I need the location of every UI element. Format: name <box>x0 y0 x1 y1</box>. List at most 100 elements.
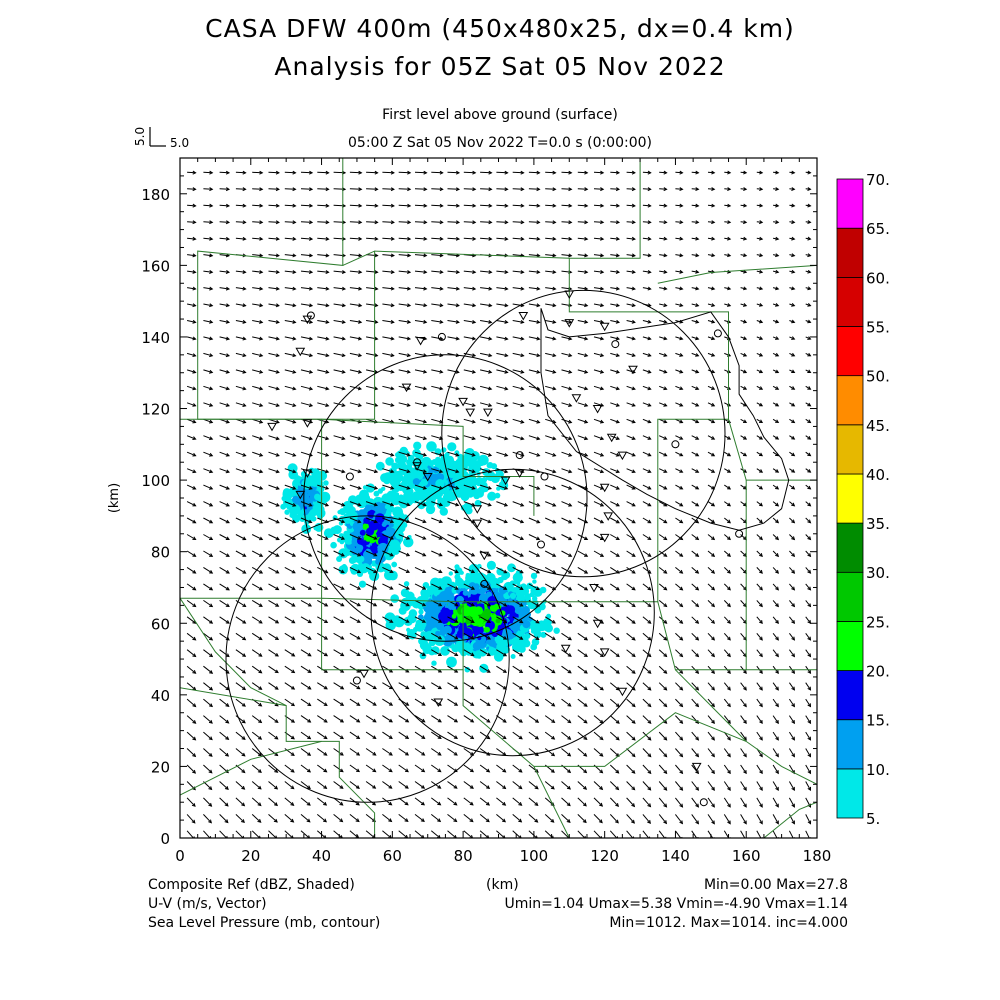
echo-cell <box>468 606 479 618</box>
echo-cell <box>526 582 533 589</box>
wind-shaft <box>463 188 476 190</box>
echo-cell <box>447 442 457 452</box>
wind-shaft <box>463 171 476 174</box>
echo-cell <box>365 535 372 542</box>
echo-cell <box>531 638 540 646</box>
echo-cell <box>487 491 497 501</box>
echo-cell <box>509 639 514 644</box>
echo-cell <box>381 486 386 491</box>
echo-cell <box>398 606 407 615</box>
echo-cell <box>412 478 420 486</box>
echo-cell <box>468 563 480 575</box>
echo-cell <box>362 485 368 490</box>
echo-cell <box>323 480 329 486</box>
echo-cell <box>507 563 516 573</box>
echo-cell <box>530 628 536 634</box>
echo-cell <box>468 572 479 582</box>
echo-cell <box>435 597 446 609</box>
echo-cell <box>467 459 477 469</box>
wind-shaft <box>398 171 411 174</box>
echo-cell <box>438 464 443 469</box>
echo-cell <box>454 564 460 570</box>
echo-cell <box>394 550 399 555</box>
echo-cell <box>418 609 424 615</box>
echo-cell <box>312 504 320 512</box>
echo-cell <box>488 639 496 647</box>
echo-cell <box>365 527 375 536</box>
reflectivity-layer <box>280 441 560 673</box>
valid-time-label: 05:00 Z Sat 05 Nov 2022 T=0.0 s (0:00:00… <box>348 135 652 151</box>
echo-cell <box>359 514 364 520</box>
echo-cell <box>344 549 352 556</box>
echo-cell <box>436 622 445 631</box>
echo-cell <box>413 441 422 450</box>
echo-cell <box>390 594 400 603</box>
echo-cell <box>403 538 411 546</box>
echo-cell <box>284 491 291 498</box>
echo-cell <box>435 630 441 637</box>
echo-cell <box>477 654 482 659</box>
echo-cell <box>509 592 517 600</box>
echo-cell <box>428 631 434 636</box>
echo-cell <box>415 486 420 492</box>
echo-cell <box>535 628 541 634</box>
echo-cell <box>419 640 430 651</box>
echo-cell <box>509 616 515 622</box>
echo-cell <box>488 647 496 655</box>
echo-cell <box>323 528 334 538</box>
echo-cell <box>373 549 378 554</box>
echo-cell <box>403 581 410 587</box>
echo-cell <box>489 603 498 612</box>
echo-cell <box>365 504 372 511</box>
wind-shaft <box>382 188 394 190</box>
echo-cell <box>529 620 538 628</box>
wind-shaft <box>382 171 394 174</box>
echo-cell <box>427 499 435 508</box>
echo-cell <box>484 626 491 633</box>
echo-cell <box>373 490 380 497</box>
echo-cell <box>360 563 371 573</box>
echo-cell <box>446 656 457 668</box>
echo-cell <box>400 461 406 467</box>
echo-cell <box>434 634 445 646</box>
echo-cell <box>355 545 363 553</box>
echo-cell <box>358 493 365 499</box>
echo-cell <box>400 588 410 598</box>
echo-cell <box>496 486 501 491</box>
echo-cell <box>510 654 516 659</box>
echo-cell <box>357 555 365 563</box>
echo-cell <box>337 537 342 543</box>
echo-cell <box>514 606 522 615</box>
echo-cell <box>418 614 424 620</box>
echo-cell <box>420 594 429 603</box>
echo-cell <box>442 454 448 460</box>
echo-cell <box>396 470 402 477</box>
echo-cell <box>506 605 516 614</box>
echo-cell <box>489 577 500 589</box>
echo-cell <box>442 625 452 635</box>
echo-cell <box>532 579 537 584</box>
wind-shaft <box>398 188 411 190</box>
echo-cell <box>459 616 466 624</box>
echo-cell <box>459 581 467 589</box>
echo-cell <box>468 632 473 637</box>
wind-shaft <box>480 171 492 174</box>
echo-cell <box>521 606 528 614</box>
echo-cell <box>385 457 394 466</box>
chart-title: CASA DFW 400m (450x480x25, dx=0.4 km) <box>205 14 795 43</box>
echo-cell <box>530 572 538 580</box>
echo-cell <box>486 560 496 571</box>
echo-cell <box>386 526 393 533</box>
echo-cell <box>375 513 385 523</box>
echo-cell <box>553 627 560 634</box>
echo-cell <box>284 509 290 515</box>
echo-cell <box>441 447 447 453</box>
wind-shaft <box>447 171 460 174</box>
echo-cell <box>330 541 337 549</box>
echo-cell <box>440 607 451 619</box>
echo-cell <box>292 495 300 504</box>
echo-cell <box>362 523 370 530</box>
level-label: First level above ground (surface) <box>382 107 618 123</box>
echo-cell <box>524 633 531 639</box>
